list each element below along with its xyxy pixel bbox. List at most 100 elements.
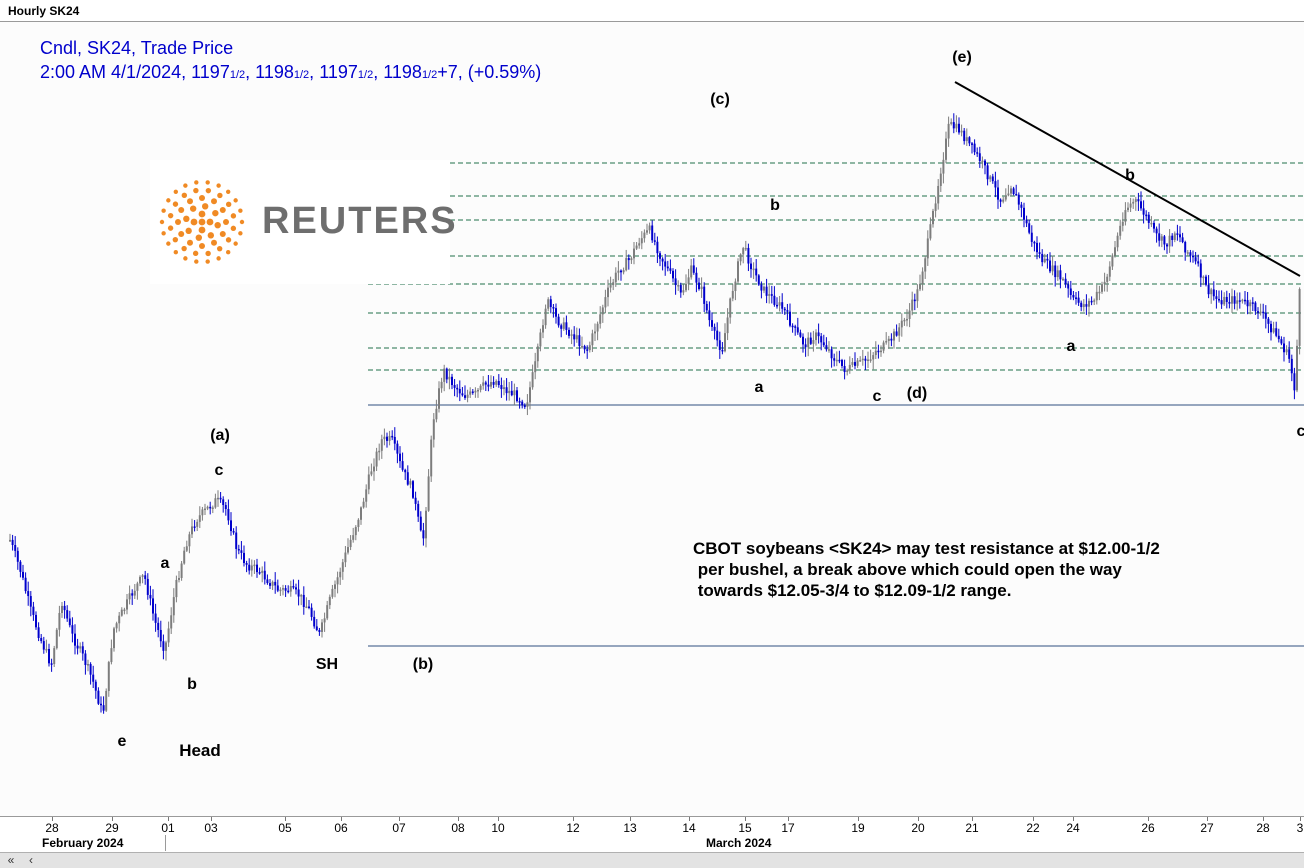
candle-body — [812, 340, 815, 344]
candle-body — [48, 648, 50, 664]
candle-body — [815, 332, 817, 341]
candle-body — [900, 320, 903, 328]
candle-body — [783, 308, 786, 311]
logo-dot — [225, 189, 231, 194]
candle-body — [422, 530, 425, 539]
left-arrow-icon[interactable]: ‹ — [29, 853, 33, 867]
x-tick-mark — [573, 817, 574, 821]
candle-body — [765, 286, 768, 296]
candle-body — [635, 245, 638, 249]
candle-body — [651, 225, 654, 241]
candle-body — [841, 360, 843, 367]
candle-body — [911, 299, 914, 311]
candle-body — [414, 497, 417, 504]
candle-body — [716, 330, 719, 341]
candle-body — [599, 314, 602, 324]
candle-body — [412, 481, 414, 498]
candle-body — [1181, 237, 1184, 242]
candle-body — [682, 290, 685, 293]
candle-body — [822, 342, 825, 346]
candle-body — [955, 123, 958, 129]
logo-dot — [167, 212, 174, 219]
candle-body — [573, 334, 576, 340]
candle-body — [508, 390, 511, 394]
candle-body — [1223, 296, 1226, 305]
candle-body — [149, 594, 152, 599]
candle-body — [1127, 207, 1129, 211]
logo-dot — [187, 239, 193, 246]
candle-body — [989, 176, 992, 180]
candle-body — [604, 297, 607, 308]
logo-dot — [199, 195, 205, 201]
candle-body — [622, 270, 625, 273]
candle-body — [110, 648, 113, 663]
candle-body — [1137, 199, 1140, 202]
candle-body — [594, 331, 596, 334]
candle-body — [1249, 302, 1252, 307]
candle-body — [744, 247, 747, 250]
candle-body — [503, 387, 505, 390]
candle-body — [341, 562, 344, 572]
legend-sep: , — [245, 62, 256, 82]
double-left-arrow-icon[interactable]: « — [7, 853, 15, 867]
candle-body — [895, 331, 898, 336]
candle-body — [198, 515, 201, 522]
wave-labels: (a) c a b e Head SH (b) (c) b a c (d) (e) b a c — [118, 49, 1304, 760]
candle-body — [1119, 225, 1122, 236]
wave-label: (c) — [710, 91, 730, 108]
support-resistance-levels — [368, 162, 1304, 647]
candle-body — [796, 327, 799, 333]
candle-body — [94, 681, 97, 691]
candle-body — [1215, 296, 1218, 299]
legend-change: +7, (+0.59%) — [437, 62, 542, 82]
candle-body — [40, 637, 43, 642]
x-tick-label: 3 — [1296, 821, 1304, 835]
candle-body — [305, 606, 308, 609]
candle-series — [9, 113, 1301, 714]
legend-close: 1198 — [383, 62, 422, 82]
x-tick-mark — [112, 817, 113, 821]
candle-body — [1205, 276, 1207, 285]
candle-body — [778, 302, 781, 306]
candle-body — [1212, 289, 1215, 297]
candle-body — [315, 626, 318, 631]
candle-body — [37, 627, 40, 638]
candle-body — [523, 405, 526, 408]
candle-body — [269, 583, 271, 586]
logo-dot — [233, 198, 238, 203]
candle-body — [243, 552, 245, 564]
candle-body — [916, 289, 919, 302]
candle-body — [529, 387, 531, 403]
candlestick-chart[interactable]: (a) c a b e Head SH (b) (c) b a c (d) (e) b a c — [0, 22, 1304, 816]
logo-dot — [216, 256, 221, 261]
candle-body — [739, 254, 742, 262]
x-tick-label: 29 — [105, 821, 119, 835]
candle-body — [705, 303, 708, 311]
candle-body — [1267, 318, 1270, 324]
candle-body — [1277, 335, 1280, 340]
candle-body — [724, 333, 726, 352]
candle-body — [477, 389, 479, 392]
horizontal-scrollbar[interactable]: « ‹ — [0, 852, 1304, 868]
candle-body — [32, 606, 35, 615]
chart-plot-area[interactable]: (a) c a b e Head SH (b) (c) b a c (d) (e) b a c — [0, 22, 1304, 816]
candle-body — [575, 335, 578, 340]
wave-label: SH — [316, 656, 338, 673]
candle-body — [1189, 252, 1192, 256]
legend-sep: , — [309, 62, 320, 82]
candle-body — [206, 506, 209, 509]
x-tick-mark — [1033, 817, 1034, 821]
candle-body — [1085, 304, 1088, 307]
candle-body — [757, 275, 760, 285]
candle-body — [87, 664, 89, 666]
candle-body — [1111, 255, 1114, 267]
x-tick-label: 12 — [566, 821, 580, 835]
candle-body — [248, 564, 251, 571]
logo-dot — [173, 189, 179, 194]
candle-body — [16, 550, 19, 562]
chart-legend-ohlc: 2:00 AM 4/1/2024, 11971/2, 11981/2, 1197… — [40, 62, 541, 83]
candle-body — [458, 388, 461, 394]
logo-dot — [166, 241, 171, 246]
candle-body — [711, 320, 713, 327]
candle-body — [768, 294, 771, 296]
